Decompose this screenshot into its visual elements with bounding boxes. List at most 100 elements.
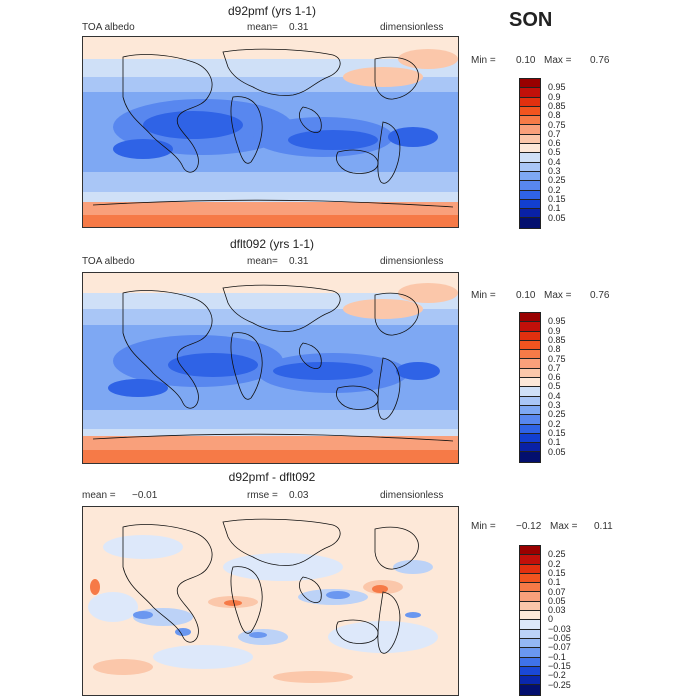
colorbar-segment xyxy=(520,88,540,98)
colorbar-segment xyxy=(520,666,540,677)
colorbar-tick-label: 0.9 xyxy=(548,325,561,336)
colorbar-segment xyxy=(520,368,540,379)
colorbar-segment xyxy=(520,555,540,565)
panel-3-map xyxy=(82,506,459,696)
panel-2-map-svg xyxy=(83,273,458,463)
colorbar-tick-label: 0.9 xyxy=(548,91,561,102)
colorbar-segment xyxy=(520,676,540,686)
panel-2-field-label: TOA albedo xyxy=(82,256,135,267)
colorbar-segment xyxy=(520,359,540,369)
colorbar-tick-label: −0.25 xyxy=(548,679,571,690)
colorbar-segment xyxy=(520,405,540,416)
colorbar-tick-label: 0.25 xyxy=(548,175,566,186)
panel-2-mean-label: mean= xyxy=(247,256,278,267)
colorbar-segment xyxy=(520,387,540,397)
colorbar-segment xyxy=(520,181,540,191)
colorbar-segment xyxy=(520,424,540,434)
colorbar-segment xyxy=(520,629,540,639)
colorbar-tick-label: 0.85 xyxy=(548,334,566,345)
panel-3-mean-value: −0.01 xyxy=(132,490,158,501)
colorbar-tick-label: 0.5 xyxy=(548,147,561,158)
colorbar-segment xyxy=(520,97,540,107)
colorbar-segment xyxy=(520,134,540,145)
colorbar-tick-label: 0.1 xyxy=(548,203,561,214)
colorbar-segment xyxy=(520,443,540,453)
colorbar-segment xyxy=(520,685,540,695)
colorbar-tick-label: 0.05 xyxy=(548,212,566,223)
colorbar-tick-label: 0.03 xyxy=(548,605,566,616)
colorbar-segment xyxy=(520,415,540,425)
colorbar-segment xyxy=(520,218,540,228)
colorbar-tick-label: 0.85 xyxy=(548,100,566,111)
colorbar-segment xyxy=(520,583,540,593)
colorbar-tick-label: 0.15 xyxy=(548,427,566,438)
panel-2-colorbar xyxy=(519,312,541,463)
panel-1-max-label: Max = xyxy=(544,55,572,66)
panel-1-min-value: 0.10 xyxy=(516,55,536,66)
colorbar-segment xyxy=(520,601,540,612)
colorbar-segment xyxy=(520,125,540,135)
colorbar-tick-label: 0.15 xyxy=(548,567,566,578)
colorbar-tick-label: 0 xyxy=(548,614,554,625)
colorbar-segment xyxy=(520,153,540,163)
colorbar-tick-label: 0.7 xyxy=(548,128,561,139)
panel-3-title: d92pmf - dflt092 xyxy=(228,470,316,484)
colorbar-tick-label: 0.15 xyxy=(548,193,566,204)
colorbar-segment xyxy=(520,378,540,388)
colorbar-tick-label: 0.1 xyxy=(548,437,561,448)
panel-3-mean-label: mean = xyxy=(82,490,116,501)
colorbar-segment xyxy=(520,199,540,210)
panel-3-rmse-value: 0.03 xyxy=(289,490,309,501)
colorbar-tick-label: 0.4 xyxy=(548,390,561,401)
colorbar-segment xyxy=(520,79,540,89)
colorbar-segment xyxy=(520,564,540,574)
colorbar-segment xyxy=(520,452,540,462)
panel-2-units: dimensionless xyxy=(380,256,444,267)
colorbar-segment xyxy=(520,340,540,351)
colorbar-segment xyxy=(520,162,540,172)
colorbar-segment xyxy=(520,657,540,667)
colorbar-tick-label: −0.05 xyxy=(548,633,571,643)
colorbar-tick-label: 0.2 xyxy=(548,558,561,569)
colorbar-tick-label: 0.4 xyxy=(548,156,561,167)
colorbar-segment xyxy=(520,350,540,360)
colorbar-tick-label: 0.3 xyxy=(548,400,561,410)
colorbar-tick-label: 0.8 xyxy=(548,110,561,121)
panel-3-map-svg xyxy=(83,507,458,695)
colorbar-tick-label: 0.05 xyxy=(548,595,566,606)
panel-2-max-value: 0.76 xyxy=(590,290,610,301)
colorbar-segment xyxy=(520,546,540,556)
colorbar-segment xyxy=(520,592,540,602)
colorbar-tick-label: 0.05 xyxy=(548,446,566,457)
colorbar-segment xyxy=(520,209,540,219)
panel-3-min-label: Min = xyxy=(471,521,496,532)
panel-1-units: dimensionless xyxy=(380,22,444,33)
colorbar-segment xyxy=(520,106,540,117)
panel-3-max-label: Max = xyxy=(550,521,578,532)
colorbar-segment xyxy=(520,171,540,182)
colorbar-tick-label: −0.2 xyxy=(548,670,566,681)
season-label: SON xyxy=(509,9,553,31)
colorbar-tick-label: −0.07 xyxy=(548,642,571,653)
colorbar-segment xyxy=(520,190,540,200)
panel-1-mean-label: mean= xyxy=(247,22,278,33)
colorbar-tick-label: 0.2 xyxy=(548,418,561,429)
panel-1-colorbar xyxy=(519,78,541,229)
panel-3-min-value: −0.12 xyxy=(516,521,542,532)
colorbar-tick-label: 0.75 xyxy=(548,119,566,130)
panel-1-max-value: 0.76 xyxy=(590,55,610,66)
colorbar-tick-label: 0.6 xyxy=(548,372,561,383)
colorbar-segment xyxy=(520,116,540,126)
colorbar-tick-label: 0.6 xyxy=(548,138,561,149)
colorbar-tick-label: 0.1 xyxy=(548,577,561,588)
colorbar-segment xyxy=(520,144,540,154)
panel-3-colorbar xyxy=(519,545,541,696)
colorbar-tick-label: 0.95 xyxy=(548,316,566,327)
colorbar-tick-label: 0.07 xyxy=(548,586,566,597)
colorbar-tick-label: 0.25 xyxy=(548,409,566,420)
panel-2-map xyxy=(82,272,459,464)
colorbar-tick-label: 0.2 xyxy=(548,184,561,195)
colorbar-segment xyxy=(520,611,540,621)
colorbar-segment xyxy=(520,620,540,630)
colorbar-tick-label: 0.95 xyxy=(548,82,566,93)
